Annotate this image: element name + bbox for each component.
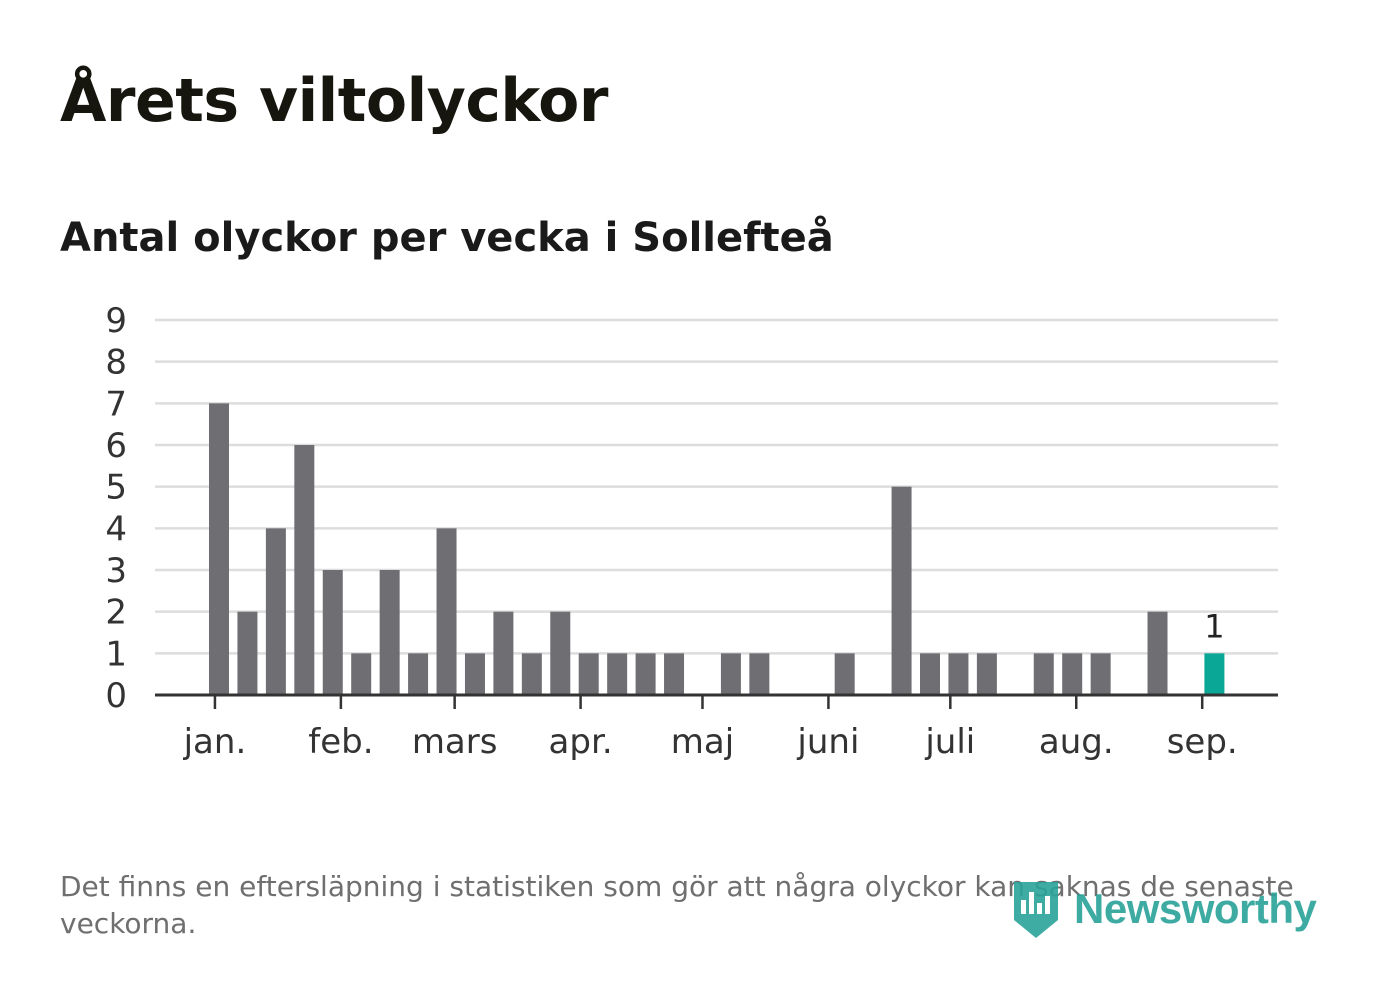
y-tick-label: 4	[105, 509, 127, 549]
y-tick-label: 7	[105, 384, 127, 424]
bar	[322, 570, 343, 695]
x-tick-label: maj	[671, 722, 734, 762]
bar	[351, 653, 372, 695]
y-tick-label: 2	[105, 593, 127, 633]
y-tick-label: 3	[105, 551, 127, 591]
x-tick-label: juni	[796, 722, 859, 762]
y-tick-label: 1	[105, 634, 127, 674]
bar	[521, 653, 542, 695]
bar	[408, 653, 429, 695]
bar	[664, 653, 685, 695]
bar	[265, 528, 286, 695]
bar	[1147, 611, 1168, 695]
bar	[550, 611, 571, 695]
x-tick-label: mars	[412, 722, 498, 762]
data-label: 1	[1204, 607, 1224, 645]
bar	[976, 653, 997, 695]
y-tick-label: 8	[105, 343, 127, 383]
bar	[749, 653, 770, 695]
x-tick-label: jan.	[183, 722, 247, 762]
x-tick-label: aug.	[1039, 722, 1114, 762]
bar	[948, 653, 969, 695]
bar	[834, 653, 855, 695]
footnote: Det finns en eftersläpning i statistiken…	[60, 870, 1294, 940]
chart-subtitle: Antal olyckor per vecka i Sollefteå	[60, 215, 834, 261]
bar	[920, 653, 940, 695]
y-tick-label: 9	[105, 301, 127, 341]
bar	[720, 653, 741, 695]
bar	[891, 486, 912, 695]
logo-text: Newsworthy	[1074, 885, 1317, 932]
newsworthy-logo: Newsworthy	[1010, 876, 1317, 942]
y-tick-label: 5	[105, 468, 127, 508]
bar	[1062, 653, 1083, 695]
bar	[209, 403, 229, 695]
y-tick-label: 6	[105, 426, 127, 466]
x-tick-label: juli	[924, 722, 975, 762]
bar	[237, 611, 258, 695]
bar	[294, 445, 315, 695]
bar	[1033, 653, 1054, 695]
bar	[493, 611, 514, 695]
bar	[1090, 653, 1111, 695]
y-tick-label: 0	[105, 676, 127, 716]
x-tick-label: feb.	[308, 722, 373, 762]
x-tick-label: sep.	[1167, 722, 1238, 762]
bar	[436, 528, 457, 695]
x-tick-label: apr.	[549, 722, 613, 762]
chart-title: Årets viltolyckor	[60, 66, 609, 136]
bar	[635, 653, 656, 695]
bar	[379, 570, 400, 695]
bar	[607, 653, 628, 695]
newsworthy-logo-icon	[1014, 882, 1058, 938]
bar	[1204, 653, 1225, 695]
bar	[578, 653, 599, 695]
bar	[464, 653, 485, 695]
